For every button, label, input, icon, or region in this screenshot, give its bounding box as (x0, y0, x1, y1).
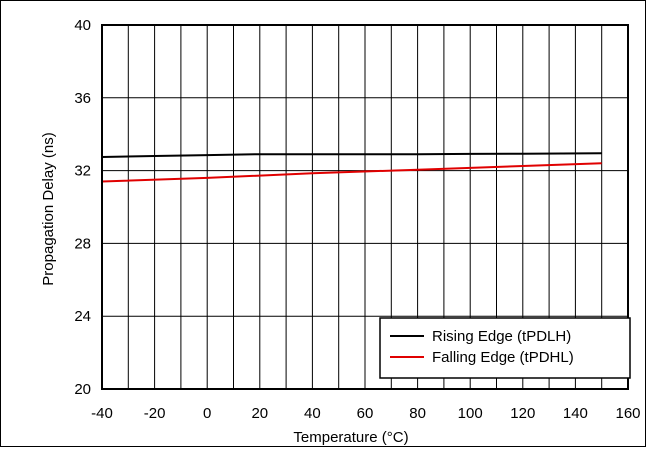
x-tick-label: -40 (91, 405, 113, 422)
series-line-falling-edge (101, 162, 602, 183)
legend-label-rising: Rising Edge (tPDLH) (432, 328, 571, 345)
x-tick-label: 20 (251, 405, 268, 422)
x-tick-label: 160 (615, 405, 640, 422)
x-tick-label: 0 (203, 405, 211, 422)
legend-box (379, 317, 631, 379)
x-tick-label: 60 (357, 405, 374, 422)
plot-area-border (101, 24, 629, 390)
y-tick-label: 28 (74, 235, 91, 252)
y-tick-label: 24 (74, 308, 91, 325)
y-tick-label: 40 (74, 17, 91, 34)
y-tick-label: 36 (74, 90, 91, 107)
x-tick-label: 40 (304, 405, 321, 422)
legend: Rising Edge (tPDLH) Falling Edge (tPDHL) (379, 317, 631, 379)
series-layer (101, 152, 602, 183)
y-axis-label: Propagation Delay (ns) (40, 132, 57, 285)
y-tick-label: 20 (74, 381, 91, 398)
x-tick-label: 120 (510, 405, 535, 422)
x-axis-label: Temperature (°C) (293, 429, 408, 446)
x-tick-label: 80 (409, 405, 426, 422)
x-tick-label: 140 (563, 405, 588, 422)
series-line-rising-edge (101, 152, 602, 158)
x-tick-label: -20 (144, 405, 166, 422)
y-tick-label: 32 (74, 163, 91, 180)
x-tick-label: 100 (458, 405, 483, 422)
y-axis-ticks: 20 24 28 32 36 40 (74, 17, 91, 398)
x-axis-ticks: -40 -20 0 20 40 60 80 100 120 140 160 (91, 405, 640, 422)
legend-label-falling: Falling Edge (tPDHL) (432, 349, 574, 366)
